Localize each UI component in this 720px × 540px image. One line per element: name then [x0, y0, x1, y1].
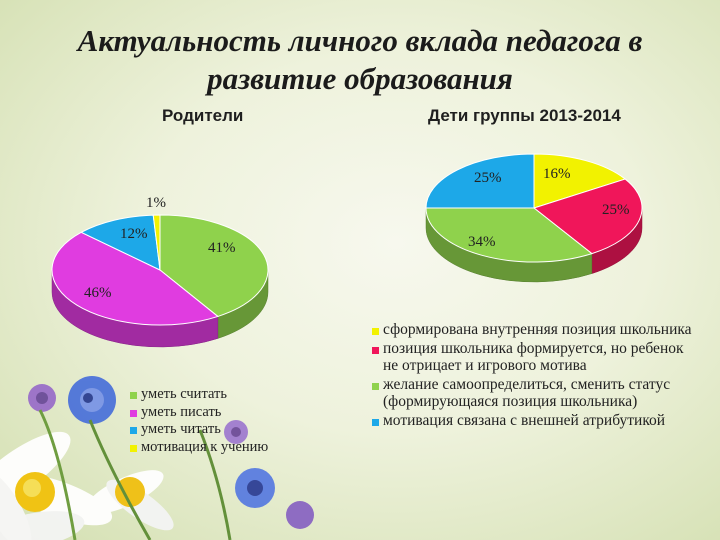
legend-item-0-1: уметь писать [130, 404, 268, 422]
legend-swatch-0-3 [130, 444, 137, 452]
legend-swatch-1-0 [372, 328, 379, 335]
legend-swatch-1-3 [372, 418, 379, 426]
slide-title-line1: Актуальность личного вклада педагога в [77, 23, 643, 58]
legend-swatch-1-1 [372, 346, 379, 354]
legend-item-1-0: сформирована внутренняя позиция школьник… [372, 321, 702, 339]
slide-title: Актуальность личного вклада педагога в р… [0, 22, 720, 98]
pie-slice-0-3 [152, 214, 161, 271]
pie-slice-1-2 [425, 207, 593, 263]
legend-label-1-3: мотивация связана с внешней атрибутикой [383, 411, 666, 429]
legend-item-0-3: мотивация к учению [130, 439, 268, 457]
pie-label-1-3: 25% [474, 170, 502, 186]
slide-title-line2: развитие образования [207, 61, 513, 96]
parents-legend: уметь считать уметь писать уметь читать мот… [130, 386, 268, 456]
pie-slice-1-0 [533, 153, 627, 209]
legend-label-0-1: уметь писать [141, 403, 222, 420]
pie-label-1-2: 34% [468, 234, 496, 250]
pie-label-0-3: 1% [146, 195, 166, 211]
pie-slice-0-2 [80, 214, 161, 271]
pie-label-0-2: 12% [120, 226, 148, 242]
pie-label-1-0: 16% [543, 166, 571, 182]
legend-swatch-1-2 [372, 382, 379, 390]
legend-label-0-3: мотивация к учению [141, 438, 269, 455]
legend-swatch-0-0 [130, 392, 137, 399]
parents-chart-title: Родители [162, 106, 244, 125]
legend-label-0-0: уметь считать [141, 386, 227, 402]
pie-slice-0-1 [51, 231, 219, 326]
legend-label-0-2: уметь читать [141, 421, 221, 437]
legend-item-1-2: желание самоопределиться, сменить статус… [372, 376, 702, 411]
pie-label-0-1: 46% [84, 285, 112, 301]
legend-item-1-3: мотивация связана с внешней атрибутикой [372, 412, 702, 430]
legend-label-1-0: сформирована внутренняя позиция школьник… [383, 321, 692, 338]
legend-swatch-0-1 [130, 409, 137, 417]
legend-label-1-2: желание самоопределиться, сменить статус… [383, 375, 671, 411]
pie-slice-1-3 [425, 153, 535, 209]
legend-label-1-1: позиция школьника формируется, но ребено… [383, 339, 684, 375]
legend-item-0-0: уметь считать [130, 386, 268, 404]
pie-label-0-0: 41% [208, 240, 236, 256]
legend-item-0-2: уметь читать [130, 421, 268, 439]
kids-legend: сформирована внутренняя позиция школьник… [372, 321, 702, 430]
pie-slice-1-1 [532, 178, 643, 255]
legend-item-1-1: позиция школьника формируется, но ребено… [372, 340, 702, 375]
legend-swatch-0-2 [130, 427, 137, 434]
kids-chart-title: Дети группы 2013-2014 [428, 106, 621, 125]
pie-label-1-1: 25% [602, 202, 630, 218]
